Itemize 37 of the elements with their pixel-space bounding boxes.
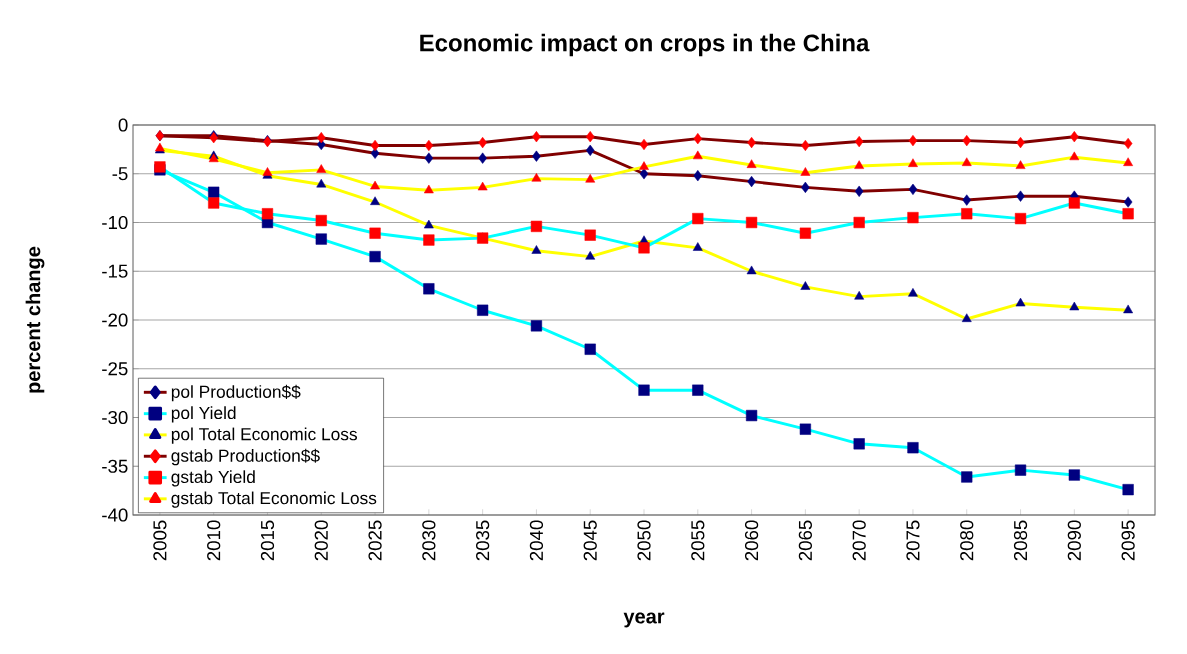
x-tick-label: 2005: [153, 520, 167, 561]
x-tick-label: 2015: [260, 520, 275, 561]
y-tick-label: -15: [102, 264, 128, 278]
legend-label: pol Total Economic Loss: [171, 427, 357, 444]
x-tick-label: 2010: [207, 520, 221, 561]
x-tick-label: 2025: [368, 520, 382, 561]
x-tick-label: 2070: [852, 520, 866, 561]
legend-label: gstab Production$$: [171, 448, 320, 466]
y-tick-label: 0: [118, 118, 128, 132]
x-tick-label: 2055: [691, 520, 705, 561]
x-tick-label: 2080: [960, 520, 974, 561]
x-tick-label: 2065: [798, 520, 812, 561]
x-tick-label: 2095: [1121, 520, 1135, 561]
legend-label: gstab Yield: [171, 470, 255, 487]
legend-label: gstab Total Economic Loss: [171, 491, 377, 508]
y-axis-title: percent change: [25, 246, 45, 393]
y-tick-label: -30: [102, 410, 128, 425]
legend-label: pol Production$$: [171, 384, 301, 402]
chart-title: Economic impact on crops in the China: [420, 33, 870, 57]
x-tick-label: 2060: [744, 520, 759, 561]
y-tick-label: -25: [102, 362, 128, 376]
x-tick-label: 2040: [529, 520, 544, 561]
x-tick-label: 2045: [583, 520, 597, 561]
x-tick-label: 2035: [476, 520, 490, 561]
x-tick-label: 2050: [637, 520, 651, 561]
y-tick-label: -40: [102, 508, 128, 522]
x-axis-title: year: [623, 612, 665, 628]
y-tick-label: -35: [102, 459, 128, 473]
y-tick-label: -20: [102, 313, 128, 327]
x-tick-label: 2085: [1013, 520, 1028, 561]
y-tick-label: -5: [112, 167, 128, 181]
x-tick-label: 2030: [422, 520, 436, 561]
legend-label: pol Yield: [171, 406, 236, 423]
x-tick-label: 2075: [906, 520, 920, 561]
y-tick-label: -10: [102, 215, 128, 230]
x-tick-label: 2020: [314, 520, 328, 561]
x-tick-label: 2090: [1067, 520, 1081, 561]
